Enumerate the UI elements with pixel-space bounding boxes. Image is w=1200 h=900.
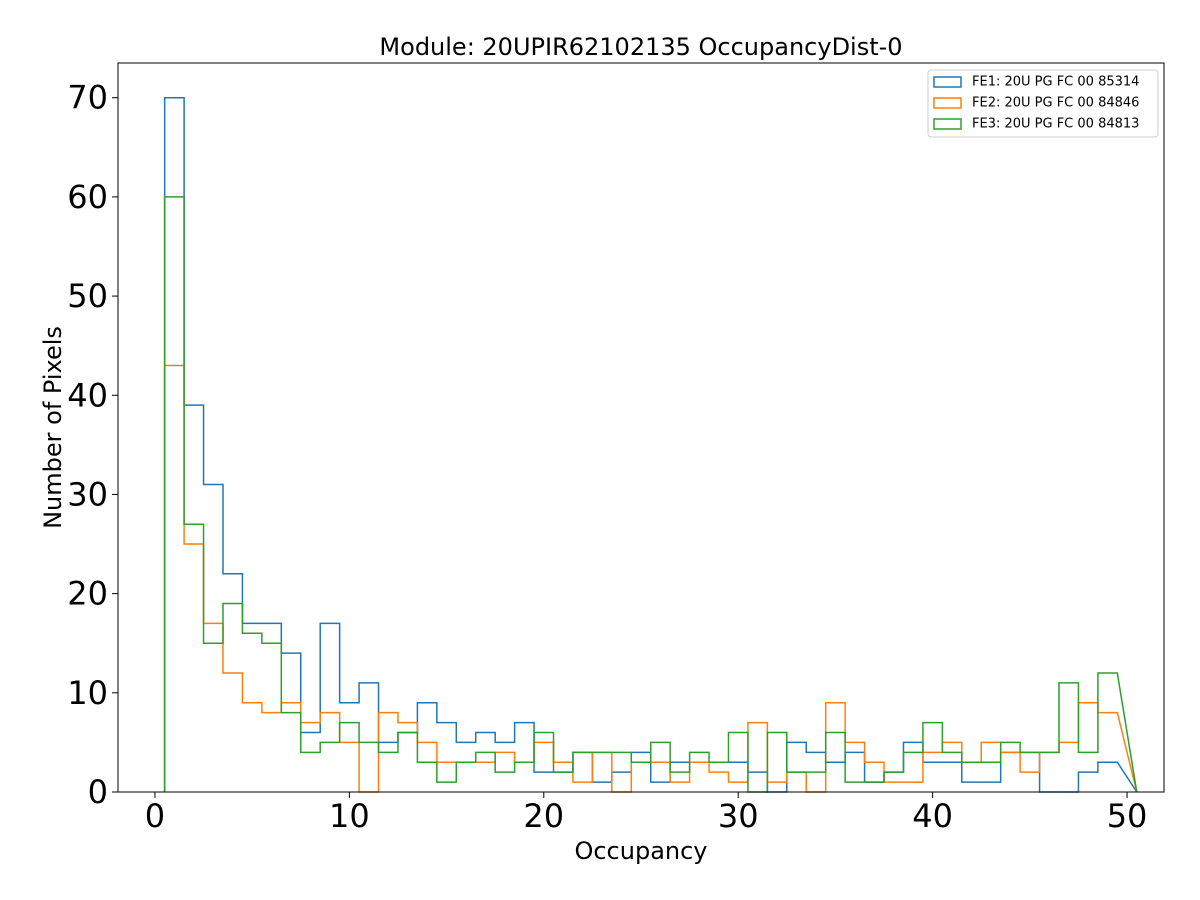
y-tick-label: 50 — [67, 277, 108, 315]
x-tick-label: 20 — [523, 797, 564, 835]
chart-title: Module: 20UPIR62102135 OccupancyDist-0 — [379, 33, 902, 61]
plot-area — [163, 96, 1138, 793]
legend: FE1: 20U PG FC 00 85314 FE2: 20U PG FC 00… — [927, 69, 1159, 138]
y-tick-label: 40 — [67, 376, 108, 414]
series-2-step-line — [163, 364, 1138, 793]
y-tick-label: 10 — [67, 674, 108, 712]
x-tick-label: 30 — [718, 797, 759, 835]
legend-swatch — [933, 97, 962, 109]
x-tick-label: 50 — [1107, 797, 1148, 835]
y-tick-label: 70 — [67, 79, 108, 117]
y-tick-label: 60 — [67, 178, 108, 216]
series-1-step-line — [163, 96, 1138, 793]
y-tick-label: 30 — [67, 475, 108, 513]
legend-label: FE3: 20U PG FC 00 84813 — [972, 117, 1139, 132]
series-3-step-line — [163, 196, 1138, 793]
x-tick-label: 40 — [912, 797, 953, 835]
legend-swatch — [933, 118, 962, 130]
y-tick-label: 0 — [88, 773, 108, 811]
axis-ticks: 0 10 20 30 40 50 0 10 20 30 40 50 60 70 — [67, 79, 1147, 835]
y-axis-label: Number of Pixels — [39, 326, 67, 529]
legend-label: FE2: 20U PG FC 00 84846 — [972, 96, 1139, 111]
legend-swatch — [933, 76, 962, 88]
x-tick-label: 10 — [329, 797, 370, 835]
legend-box — [927, 69, 1159, 138]
x-axis-label: Occupancy — [574, 837, 707, 865]
x-tick-label: 0 — [145, 797, 165, 835]
plot-frame — [117, 62, 1165, 793]
y-tick-label: 20 — [67, 575, 108, 613]
legend-label: FE1: 20U PG FC 00 85314 — [972, 75, 1139, 90]
